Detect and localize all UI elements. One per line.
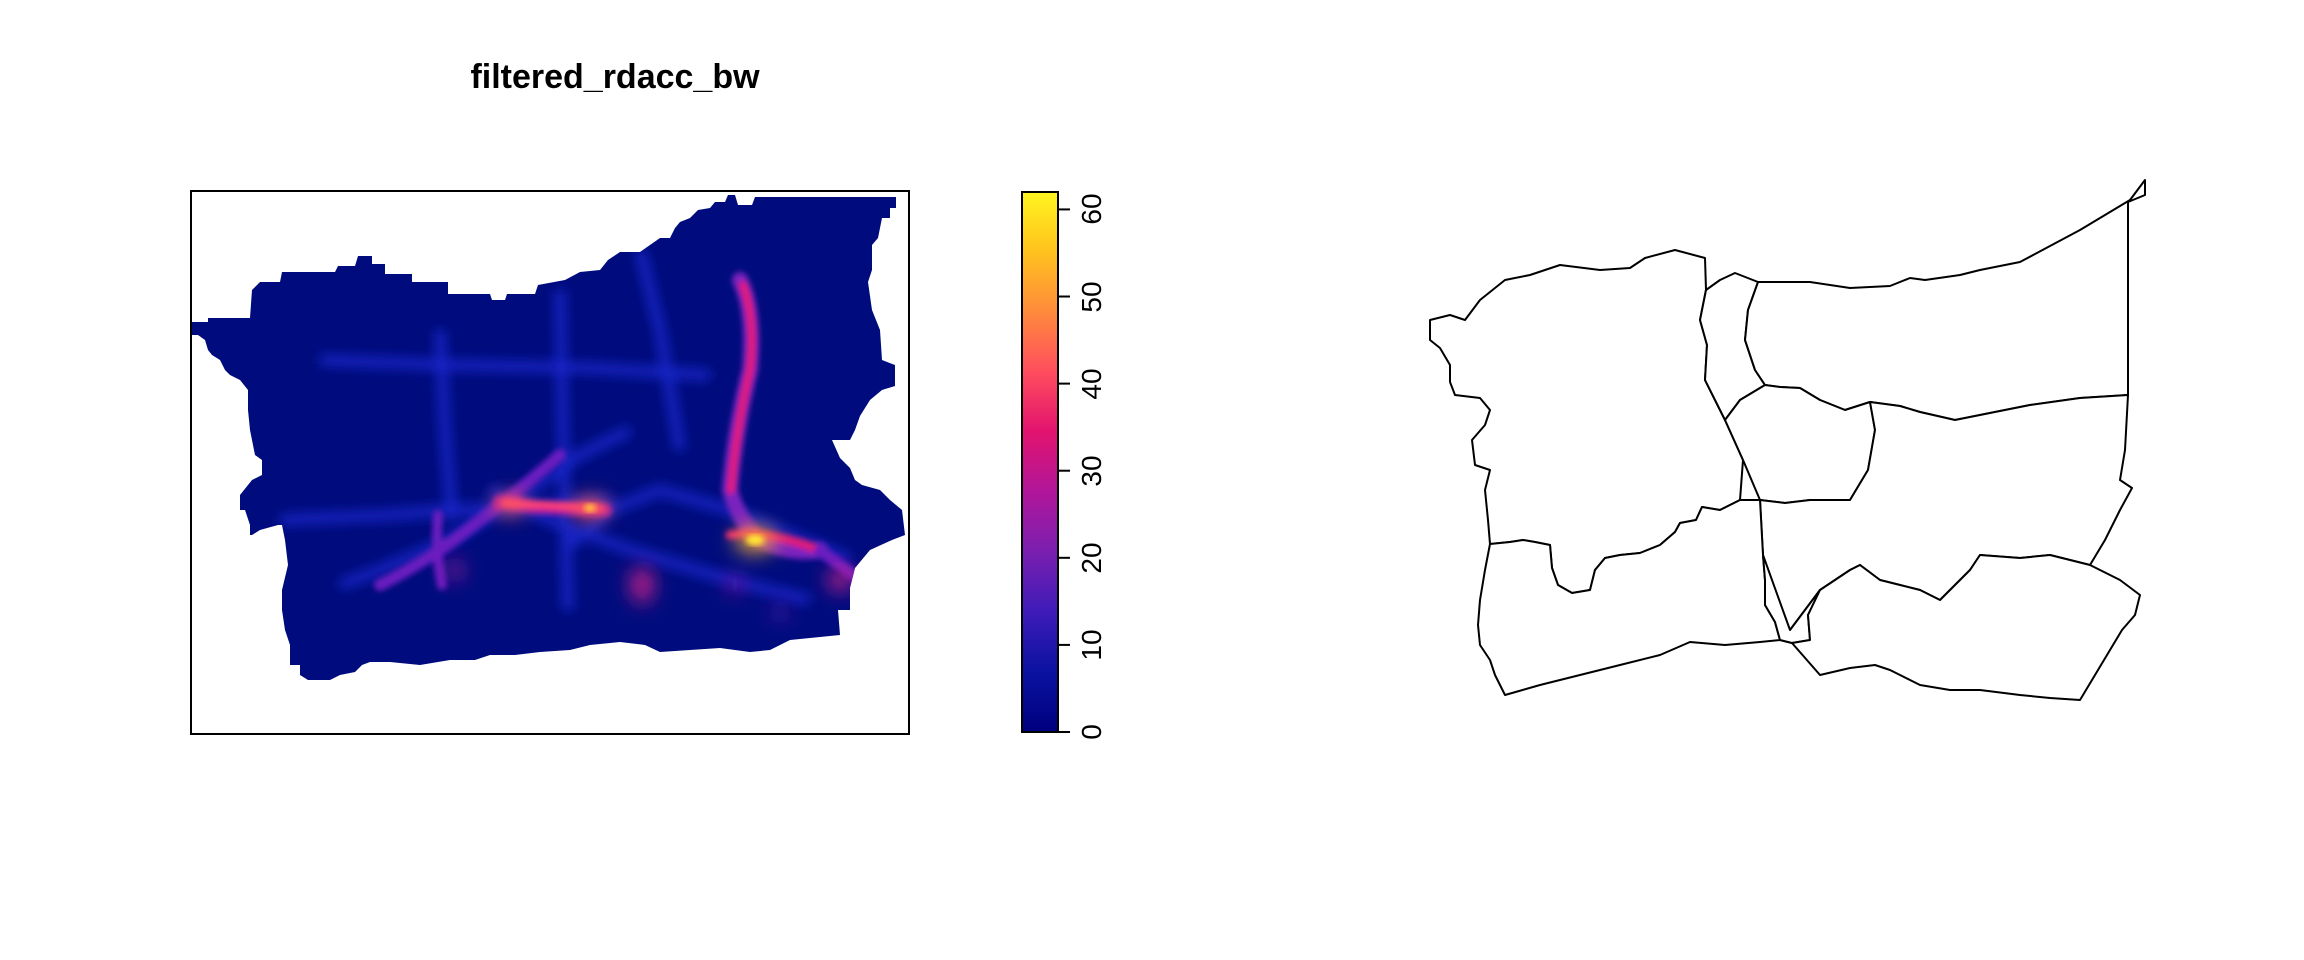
legend-tick-label: 20 — [1076, 542, 1107, 574]
legend-tick-label: 0 — [1076, 724, 1107, 740]
legend-tick-label: 50 — [1076, 280, 1107, 313]
density-raster-plot — [190, 190, 910, 735]
legend-color-bar — [1021, 191, 1059, 733]
road-density-hotspots — [279, 248, 866, 618]
color-legend: 0 10 20 30 40 50 60 — [1000, 190, 1160, 750]
plot-title: filtered_rdacc_bw — [470, 58, 760, 96]
district-southeast — [1791, 554, 2141, 701]
raster-frame — [190, 190, 910, 735]
district-northeast — [1744, 179, 2146, 421]
legend-tick-label: 10 — [1076, 629, 1107, 661]
legend-tick-label: 30 — [1076, 455, 1107, 487]
legend-tick-label: 60 — [1076, 193, 1107, 225]
study-area-raster — [190, 195, 905, 680]
district-southwest — [1477, 499, 1781, 696]
legend-tick-label: 40 — [1076, 368, 1107, 400]
district-boundary-map — [1429, 179, 2146, 701]
